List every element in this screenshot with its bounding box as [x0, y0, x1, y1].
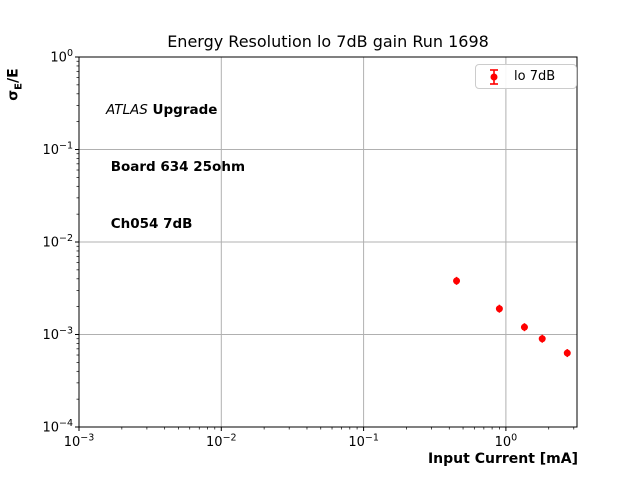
y-axis-label-sub: E [13, 82, 25, 90]
plot-border [78, 56, 578, 428]
tick-label: 10−3 [64, 433, 95, 451]
data-point [563, 349, 571, 357]
tick-label: 100 [50, 48, 73, 66]
tick-label: 10−1 [348, 433, 379, 451]
tick-label: 10−4 [42, 418, 73, 436]
data-point [538, 335, 546, 343]
tick-label: 10−2 [42, 233, 73, 251]
x-axis-label: Input Current [mA] [427, 451, 578, 467]
tick-label: 100 [495, 433, 518, 451]
tick-label: 10−2 [206, 433, 237, 451]
y-axis-label-rest: /E [5, 68, 22, 83]
annotation-line1: ATLAS Upgrade [106, 101, 245, 120]
data-point [520, 323, 528, 331]
tick-label: 10−3 [42, 326, 73, 344]
data-point [495, 305, 503, 313]
data-point [453, 277, 461, 285]
chart-title: Energy Resolution lo 7dB gain Run 1698 [167, 32, 489, 51]
legend-errorbar-icon [490, 68, 498, 85]
legend-marker-dot [490, 73, 498, 80]
annotation-line2: Board 634 25ohm [106, 159, 246, 175]
legend: lo 7dB [475, 64, 577, 89]
annotation-line3: Ch054 7dB [106, 216, 193, 232]
annotation: ATLAS Upgrade Board 634 25ohm Ch054 7dB [106, 63, 245, 272]
annotation-experiment: ATLAS [106, 102, 148, 118]
y-axis-label: σE/E [5, 54, 25, 116]
y-axis-label-sigma: σ [5, 89, 22, 101]
annotation-line1-rest: Upgrade [147, 102, 218, 118]
legend-label: lo 7dB [514, 69, 556, 84]
tick-label: 10−1 [42, 141, 73, 159]
